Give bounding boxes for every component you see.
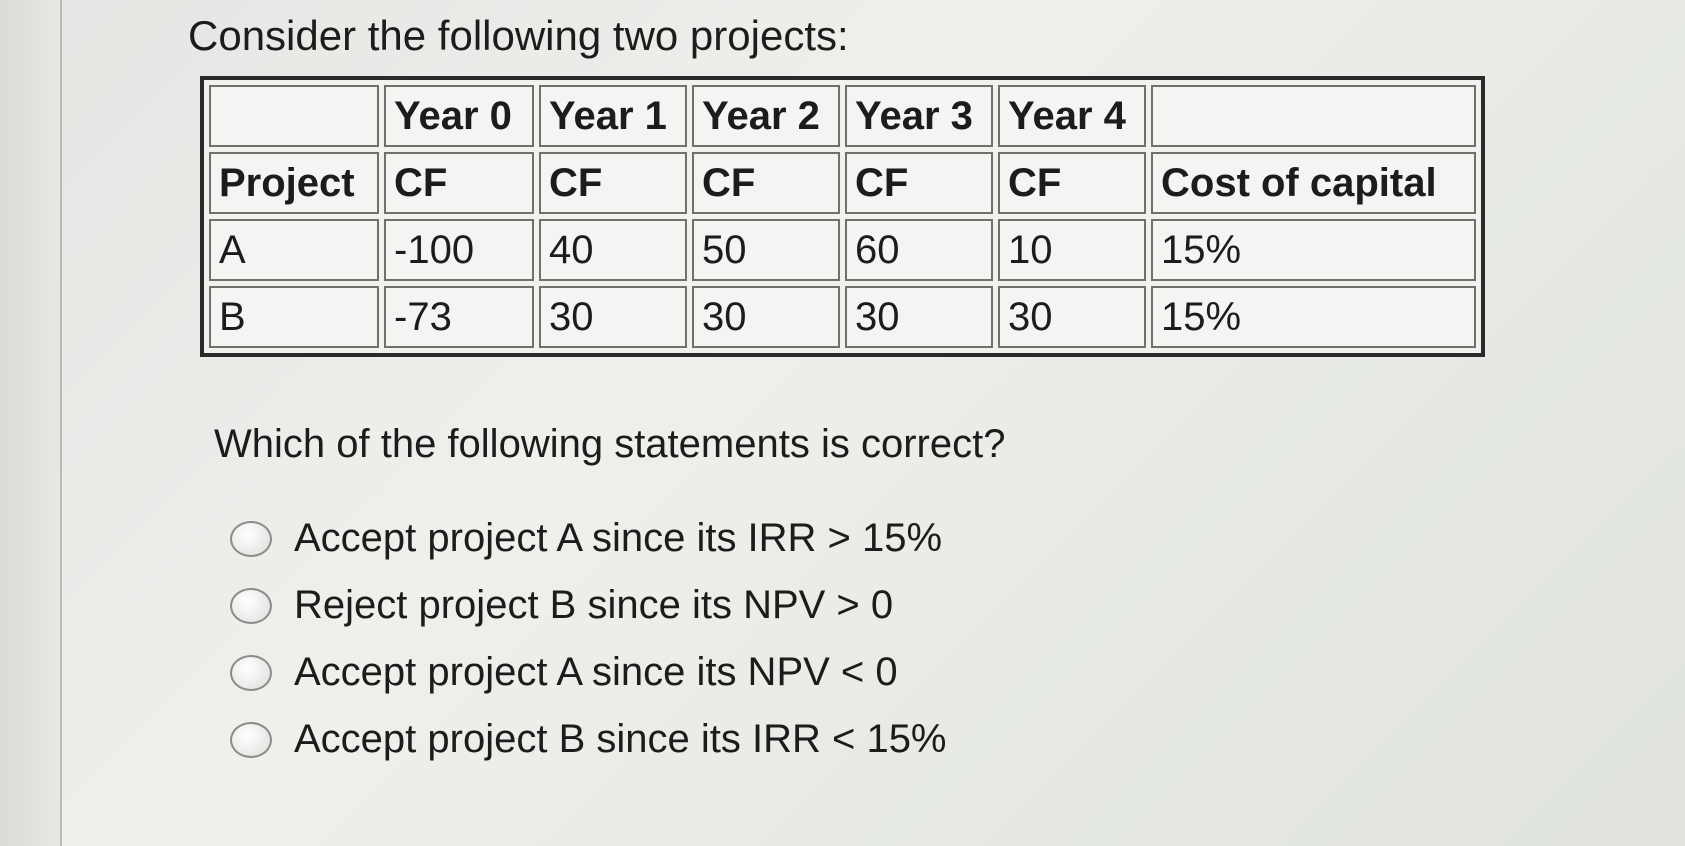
projects-table: Year 0 Year 1 Year 2 Year 3 Year 4 Proje… [200, 76, 1485, 357]
table-header-row: Project CF CF CF CF CF Cost of capital [209, 152, 1476, 214]
table-row: B -73 30 30 30 30 15% [209, 286, 1476, 348]
table-header-cell [209, 85, 379, 147]
radio-button[interactable] [230, 721, 272, 758]
option-label: Reject project B since its NPV > 0 [294, 583, 894, 627]
table-header-cell: Cost of capital [1151, 152, 1476, 214]
table-cell: 15% [1151, 219, 1476, 281]
table-cell: B [209, 286, 379, 348]
table-header-cell: CF [845, 152, 993, 214]
table-header-cell: CF [692, 152, 840, 214]
option-label: Accept project B since its IRR < 15% [294, 717, 947, 761]
table-cell: 30 [692, 286, 840, 348]
table-header-cell: Year 4 [998, 85, 1146, 147]
table-header-cell: Year 0 [384, 85, 534, 147]
screen-edge [0, 0, 62, 846]
table-header-cell: CF [539, 152, 687, 214]
radio-button[interactable] [230, 587, 272, 624]
table-cell: -100 [384, 219, 534, 281]
table-cell: 30 [998, 286, 1146, 348]
answer-options: Accept project A since its IRR > 15% Rej… [230, 505, 947, 773]
table-header-cell: CF [998, 152, 1146, 214]
table-header-cell: Year 2 [692, 85, 840, 147]
table-header-cell: Year 1 [539, 85, 687, 147]
table-cell: 30 [539, 286, 687, 348]
table-header-cell: CF [384, 152, 534, 214]
table-header-row: Year 0 Year 1 Year 2 Year 3 Year 4 [209, 85, 1476, 147]
table-cell: -73 [384, 286, 534, 348]
radio-button[interactable] [230, 520, 272, 557]
table-header-cell: Year 3 [845, 85, 993, 147]
radio-button[interactable] [230, 654, 272, 691]
table-row: A -100 40 50 60 10 15% [209, 219, 1476, 281]
table-cell: 40 [539, 219, 687, 281]
table-cell: 15% [1151, 286, 1476, 348]
table-cell: 10 [998, 219, 1146, 281]
answer-option[interactable]: Accept project A since its IRR > 15% [230, 505, 947, 572]
table-cell: 60 [845, 219, 993, 281]
answer-option[interactable]: Reject project B since its NPV > 0 [230, 572, 947, 639]
option-label: Accept project A since its IRR > 15% [294, 516, 943, 560]
prompt-title: Consider the following two projects: [188, 12, 849, 59]
answer-option[interactable]: Accept project B since its IRR < 15% [230, 706, 947, 773]
option-label: Accept project A since its NPV < 0 [294, 650, 898, 694]
table-header-cell: Project [209, 152, 379, 214]
table-header-cell [1151, 85, 1476, 147]
answer-option[interactable]: Accept project A since its NPV < 0 [230, 639, 947, 706]
table-cell: 30 [845, 286, 993, 348]
question-text: Which of the following statements is cor… [214, 422, 1006, 466]
table-cell: 50 [692, 219, 840, 281]
table-cell: A [209, 219, 379, 281]
